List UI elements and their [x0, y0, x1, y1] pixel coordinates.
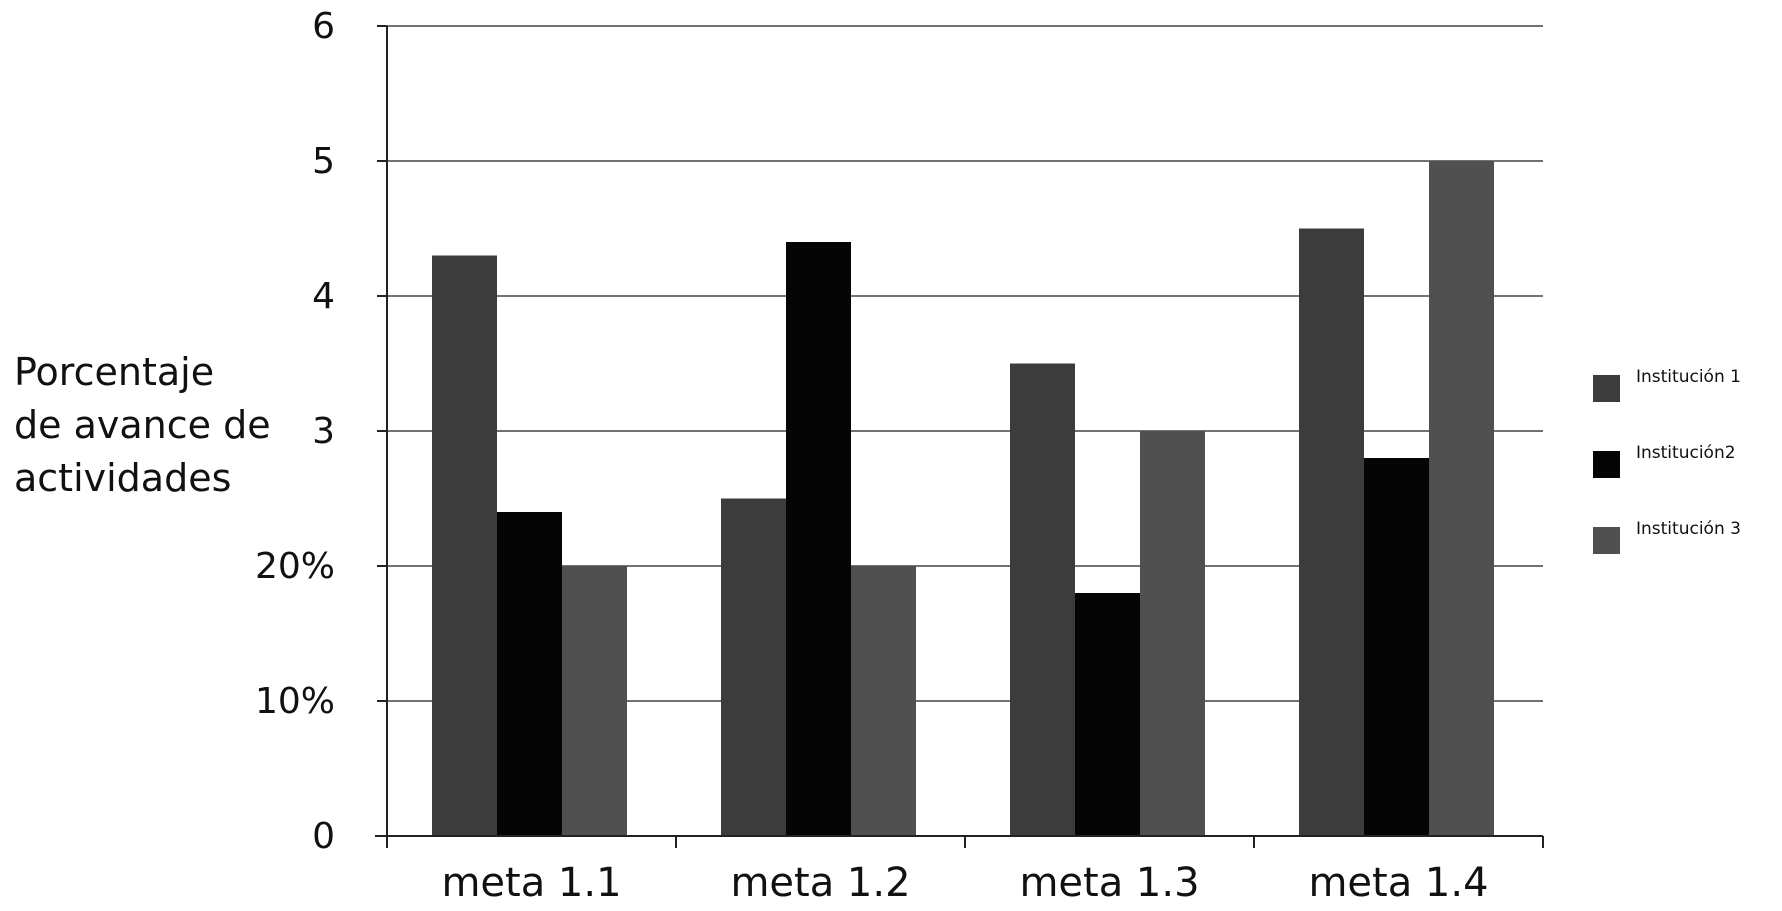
legend-swatch: [1593, 375, 1620, 402]
legend-swatch: [1593, 451, 1620, 478]
bar-3-3: [1140, 431, 1205, 836]
legend-label: Institución 1: [1636, 367, 1741, 387]
x-category-label: meta 1.2: [730, 860, 910, 906]
bar-3-1: [562, 566, 627, 836]
bar-1-1: [432, 255, 497, 836]
bar-1-3: [1010, 363, 1075, 836]
bar-2-2: [786, 242, 851, 836]
y-tick-label: 20%: [255, 546, 335, 587]
legend-swatch: [1593, 527, 1620, 554]
x-category-label: meta 1.1: [441, 860, 621, 906]
y-tick-label: 5: [312, 141, 335, 182]
x-category-label: meta 1.4: [1308, 860, 1488, 906]
x-category-label: meta 1.3: [1019, 860, 1199, 906]
bar-2-4: [1364, 458, 1429, 836]
bars: [432, 161, 1494, 836]
bar-3-4: [1429, 161, 1494, 836]
bar-3-2: [851, 566, 916, 836]
y-tick-label: 10%: [255, 681, 335, 722]
legend: Institución 1 Institución2 Institución 3: [1593, 367, 1741, 554]
bar-1-4: [1299, 228, 1364, 836]
y-tick-label: 0: [312, 816, 335, 857]
bar-2-1: [497, 512, 562, 836]
y-axis-label-line: actividades: [14, 456, 231, 500]
legend-label: Institución2: [1636, 443, 1736, 463]
y-tick-label: 6: [312, 6, 335, 47]
bar-1-2: [721, 498, 786, 836]
y-tick-labels: 0 10% 20% 3 4 5 6: [255, 6, 335, 857]
axes: [375, 25, 1544, 848]
x-category-labels: meta 1.1 meta 1.2 meta 1.3 meta 1.4: [441, 860, 1488, 906]
bar-2-3: [1075, 593, 1140, 836]
legend-label: Institución 3: [1636, 519, 1741, 539]
y-axis-label-line: Porcentaje: [14, 350, 214, 394]
y-tick-label: 4: [312, 276, 335, 317]
y-tick-label: 3: [312, 411, 335, 452]
y-axis-label-line: de avance de: [14, 403, 271, 447]
y-axis-label: Porcentaje de avance de actividades: [14, 350, 271, 500]
